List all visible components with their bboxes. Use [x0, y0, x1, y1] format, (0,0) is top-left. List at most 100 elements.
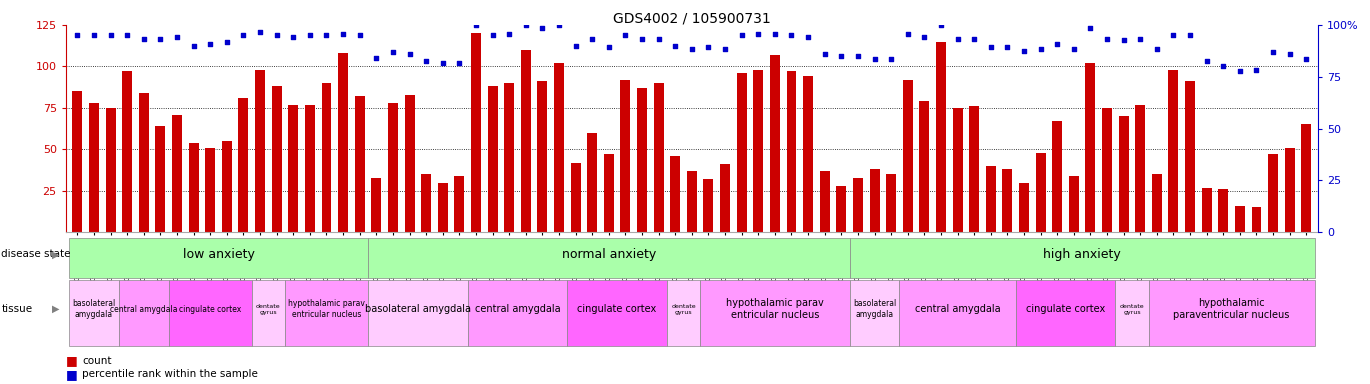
Bar — [438, 182, 448, 232]
Bar — [886, 174, 896, 232]
Text: basolateral
amygdala: basolateral amygdala — [73, 300, 115, 319]
Point — [366, 55, 388, 61]
Bar — [919, 101, 929, 232]
Point — [249, 29, 271, 35]
Point — [863, 56, 885, 62]
Bar — [89, 103, 99, 232]
Bar — [1169, 70, 1178, 232]
Point — [66, 32, 88, 38]
Bar — [1101, 108, 1112, 232]
Bar — [271, 86, 282, 232]
Point — [133, 36, 155, 42]
Point — [1112, 37, 1134, 43]
Bar — [189, 143, 199, 232]
Point — [980, 44, 1001, 50]
Bar — [421, 174, 432, 232]
Point — [747, 30, 769, 36]
Bar — [404, 94, 415, 232]
Bar — [388, 103, 397, 232]
Bar — [770, 55, 780, 232]
Point — [1012, 48, 1034, 54]
Point — [415, 58, 437, 64]
Bar — [338, 53, 348, 232]
Bar — [1218, 189, 1229, 232]
Point — [664, 43, 686, 49]
Bar — [1119, 116, 1129, 232]
Bar — [537, 81, 548, 232]
Point — [648, 36, 670, 42]
Point — [1296, 56, 1318, 62]
Bar — [588, 133, 597, 232]
Bar — [986, 166, 996, 232]
Point — [681, 46, 703, 52]
Bar — [737, 73, 747, 232]
Point — [1262, 49, 1284, 55]
Point — [1180, 32, 1201, 38]
Point — [1096, 36, 1118, 42]
Point — [897, 30, 919, 36]
Point — [930, 22, 952, 28]
Point — [1145, 46, 1167, 52]
Text: dentate
gyrus: dentate gyrus — [256, 304, 281, 314]
Text: hypothalamic parav
entricular nucleus: hypothalamic parav entricular nucleus — [288, 300, 364, 319]
Text: ■: ■ — [66, 368, 78, 381]
Bar — [222, 141, 232, 232]
Point — [266, 32, 288, 38]
Bar — [371, 177, 381, 232]
Bar — [73, 91, 82, 232]
Text: hypothalamic parav
entricular nucleus: hypothalamic parav entricular nucleus — [726, 298, 823, 320]
Bar — [173, 114, 182, 232]
Bar — [206, 148, 215, 232]
Text: ▶: ▶ — [52, 249, 59, 260]
Bar — [122, 71, 132, 232]
Point — [1278, 51, 1300, 57]
Bar — [1285, 148, 1295, 232]
Bar — [105, 108, 115, 232]
Bar — [488, 86, 497, 232]
Bar — [836, 186, 847, 232]
Point — [1047, 41, 1069, 47]
Point — [399, 51, 421, 57]
Text: percentile rank within the sample: percentile rank within the sample — [82, 369, 258, 379]
Point — [1229, 68, 1251, 74]
Point — [84, 32, 105, 38]
Text: count: count — [82, 356, 112, 366]
Bar — [322, 83, 332, 232]
Text: cingulate cortex: cingulate cortex — [179, 305, 241, 314]
Bar — [1152, 174, 1162, 232]
Point — [448, 60, 470, 66]
Point — [847, 53, 869, 59]
Bar — [455, 176, 464, 232]
Bar — [1201, 187, 1211, 232]
Text: basolateral amygdala: basolateral amygdala — [364, 304, 471, 314]
Point — [996, 44, 1018, 50]
Bar — [1085, 63, 1096, 232]
Bar — [255, 70, 264, 232]
Text: low anxiety: low anxiety — [182, 248, 255, 261]
Point — [299, 32, 321, 38]
Bar — [553, 63, 564, 232]
Point — [880, 56, 901, 62]
Text: disease state: disease state — [1, 249, 71, 260]
Bar — [637, 88, 647, 232]
Bar — [1269, 154, 1278, 232]
Point — [199, 41, 221, 47]
Point — [532, 25, 553, 31]
Point — [564, 43, 586, 49]
Point — [714, 46, 736, 52]
Point — [166, 34, 188, 40]
Point — [947, 36, 969, 42]
Bar — [870, 169, 880, 232]
Text: GDS4002 / 105900731: GDS4002 / 105900731 — [612, 12, 771, 25]
Point — [1196, 58, 1218, 64]
Bar — [854, 177, 863, 232]
Point — [515, 22, 537, 28]
Text: cingulate cortex: cingulate cortex — [1026, 304, 1106, 314]
Bar — [1136, 104, 1145, 232]
Point — [781, 32, 803, 38]
Point — [499, 30, 521, 36]
Point — [182, 43, 204, 49]
Bar — [1302, 124, 1311, 232]
Point — [1030, 46, 1052, 52]
Bar — [936, 41, 945, 232]
